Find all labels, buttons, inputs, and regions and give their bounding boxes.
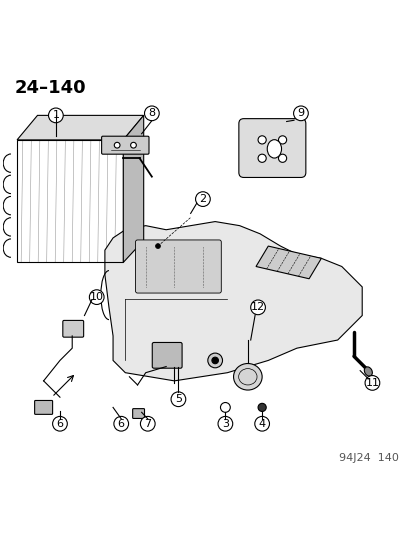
Circle shape (257, 403, 266, 411)
Polygon shape (17, 115, 143, 140)
Text: 5: 5 (174, 394, 181, 404)
Text: 4: 4 (258, 419, 265, 429)
Text: 2: 2 (199, 194, 206, 204)
Text: 6: 6 (56, 419, 63, 429)
Text: 94J24  140: 94J24 140 (338, 453, 398, 463)
Text: 3: 3 (221, 419, 228, 429)
Circle shape (220, 402, 230, 413)
Circle shape (250, 300, 265, 314)
Text: 8: 8 (148, 108, 155, 118)
Circle shape (207, 353, 222, 368)
Circle shape (114, 142, 120, 148)
Circle shape (89, 290, 104, 304)
Circle shape (140, 416, 155, 431)
FancyBboxPatch shape (152, 343, 182, 368)
FancyBboxPatch shape (238, 119, 305, 177)
Polygon shape (104, 222, 361, 381)
Text: 1: 1 (52, 110, 59, 120)
Circle shape (144, 106, 159, 120)
Text: 6: 6 (117, 419, 124, 429)
Text: 11: 11 (365, 378, 378, 388)
Text: 24–140: 24–140 (15, 78, 86, 96)
Polygon shape (255, 246, 320, 279)
Circle shape (364, 376, 379, 390)
Circle shape (257, 154, 266, 163)
FancyBboxPatch shape (135, 240, 221, 293)
Polygon shape (123, 115, 143, 262)
Circle shape (293, 106, 308, 120)
Circle shape (278, 154, 286, 163)
Circle shape (171, 392, 185, 407)
Text: 10: 10 (90, 292, 104, 302)
Circle shape (278, 136, 286, 144)
FancyBboxPatch shape (132, 409, 144, 418)
FancyBboxPatch shape (35, 400, 52, 414)
Circle shape (211, 357, 218, 364)
Ellipse shape (233, 364, 261, 390)
Ellipse shape (267, 140, 281, 158)
Text: 9: 9 (297, 108, 304, 118)
Circle shape (218, 416, 232, 431)
Circle shape (114, 416, 128, 431)
Circle shape (52, 416, 67, 431)
Circle shape (155, 244, 160, 248)
FancyBboxPatch shape (63, 320, 83, 337)
Text: 7: 7 (144, 419, 151, 429)
Circle shape (254, 416, 269, 431)
Circle shape (48, 108, 63, 123)
Text: 12: 12 (250, 302, 264, 312)
Circle shape (257, 136, 266, 144)
Circle shape (131, 142, 136, 148)
Circle shape (195, 192, 210, 206)
FancyBboxPatch shape (101, 136, 149, 154)
Ellipse shape (363, 367, 371, 376)
